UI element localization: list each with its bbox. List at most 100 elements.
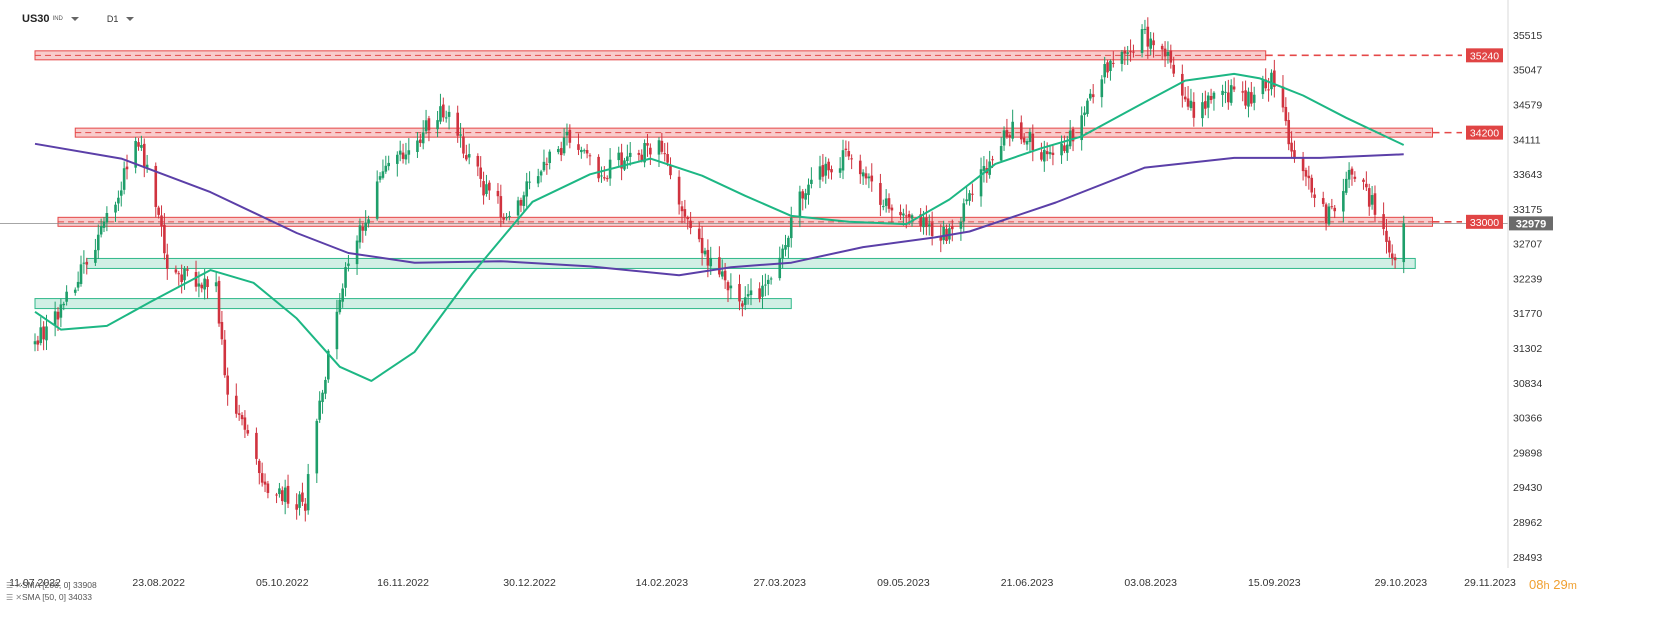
candle-body xyxy=(1160,45,1164,50)
indicator-menu-close-icon[interactable]: ☰ ✕ xyxy=(6,592,23,602)
candle-body xyxy=(444,117,448,119)
candle-body xyxy=(1166,51,1170,56)
candle-body xyxy=(605,178,609,180)
candle-body xyxy=(421,132,425,144)
candle-body xyxy=(1192,101,1196,118)
candle-body xyxy=(1005,130,1009,137)
candle-body xyxy=(286,485,290,504)
candle-body xyxy=(720,271,724,277)
candle-body xyxy=(850,158,853,160)
candle-body xyxy=(804,193,807,200)
candle-body xyxy=(298,494,301,508)
sma-200-legend[interactable]: ☰ ✕ SMA [200, 0] 33908 xyxy=(6,580,97,590)
candle-body xyxy=(358,225,362,243)
symbol-dropdown-icon[interactable] xyxy=(70,17,79,21)
candle-body xyxy=(243,417,247,430)
candle-body xyxy=(700,237,704,254)
candle-body xyxy=(45,326,48,341)
candle-body xyxy=(194,272,198,287)
candle-body xyxy=(42,326,45,340)
indicator-menu-close-icon[interactable]: ☰ ✕ xyxy=(6,580,23,590)
candle-body xyxy=(338,299,342,313)
candle-body xyxy=(649,147,652,155)
candle-body xyxy=(327,350,330,380)
candle-body xyxy=(1066,144,1069,153)
candle-body xyxy=(1365,183,1368,188)
candle-body xyxy=(56,311,60,320)
x-tick-label: 03.08.2023 xyxy=(1124,577,1177,589)
candle-body xyxy=(36,340,40,345)
candle-body xyxy=(1068,130,1072,147)
candle-body xyxy=(962,203,966,222)
candle-body xyxy=(1143,28,1147,30)
timeframe-dropdown-icon[interactable] xyxy=(126,17,135,21)
candle-body xyxy=(758,288,761,299)
candle-body xyxy=(741,303,744,307)
candle-body xyxy=(666,154,669,163)
candle-body xyxy=(867,176,871,179)
candle-body xyxy=(1206,95,1210,108)
candle-body xyxy=(1172,64,1175,74)
candle-body xyxy=(160,215,163,227)
candle-body xyxy=(1232,86,1236,90)
candle-body xyxy=(1342,191,1345,212)
candle-body xyxy=(626,156,629,162)
candle-body xyxy=(1304,170,1308,177)
level-labels-layer: 35240 34200 33000 32979 xyxy=(1466,48,1553,231)
candle-body xyxy=(689,220,692,228)
y-tick-label: 31770 xyxy=(1513,308,1542,320)
candle-body xyxy=(263,481,267,485)
candle-body xyxy=(749,290,753,295)
candle-body xyxy=(703,250,707,255)
candle-body xyxy=(1241,91,1245,93)
candle-body xyxy=(99,225,103,235)
candle-body xyxy=(542,161,546,171)
candle-body xyxy=(1390,253,1394,259)
candle-body xyxy=(643,143,646,163)
candle-body xyxy=(419,139,422,143)
candle-body xyxy=(971,193,974,195)
candle-body xyxy=(536,176,540,184)
candle-body xyxy=(335,311,339,350)
candle-body xyxy=(134,140,137,168)
candle-body xyxy=(404,154,408,160)
candle-body xyxy=(1025,141,1029,145)
candle-body xyxy=(234,395,238,414)
candle-body xyxy=(1100,79,1104,98)
candle-body xyxy=(663,153,667,155)
candle-body xyxy=(154,165,158,207)
candle-body xyxy=(197,283,201,287)
level-label: 33000 xyxy=(1470,217,1499,229)
candle-body xyxy=(1002,130,1006,146)
candle-body xyxy=(778,257,782,279)
candle-body xyxy=(1273,70,1276,87)
candle-body xyxy=(1267,89,1270,91)
candle-body xyxy=(324,379,327,394)
candle-body xyxy=(381,171,385,178)
candle-body xyxy=(568,129,572,143)
candle-body xyxy=(321,392,324,403)
candle-body xyxy=(1132,51,1135,53)
sma-50-legend[interactable]: ☰ ✕ SMA [50, 0] 34033 xyxy=(6,592,92,602)
candle-body xyxy=(847,151,851,157)
candle-body xyxy=(1060,143,1063,156)
candle-body xyxy=(884,198,888,206)
candle-body xyxy=(82,262,86,264)
candle-body xyxy=(183,268,186,281)
symbol-label[interactable]: US30 xyxy=(22,13,50,25)
candle-body xyxy=(39,327,43,344)
candle-body xyxy=(1040,152,1043,160)
axis-layer: 35515 35047 34579 34111 33643 33175 32707 32239… xyxy=(9,0,1542,589)
x-tick-label: 30.12.2022 xyxy=(503,577,556,589)
timeframe-label[interactable]: D1 xyxy=(106,14,119,24)
candle-body xyxy=(798,191,802,217)
candle-body xyxy=(942,226,945,241)
candle-body xyxy=(1022,137,1026,143)
x-tick-label: 09.05.2023 xyxy=(877,577,930,589)
candle-body xyxy=(706,249,710,266)
candle-body xyxy=(347,263,350,266)
candle-body xyxy=(1048,152,1052,155)
x-tick-label: 15.09.2023 xyxy=(1248,577,1301,589)
candle-body xyxy=(378,176,382,180)
